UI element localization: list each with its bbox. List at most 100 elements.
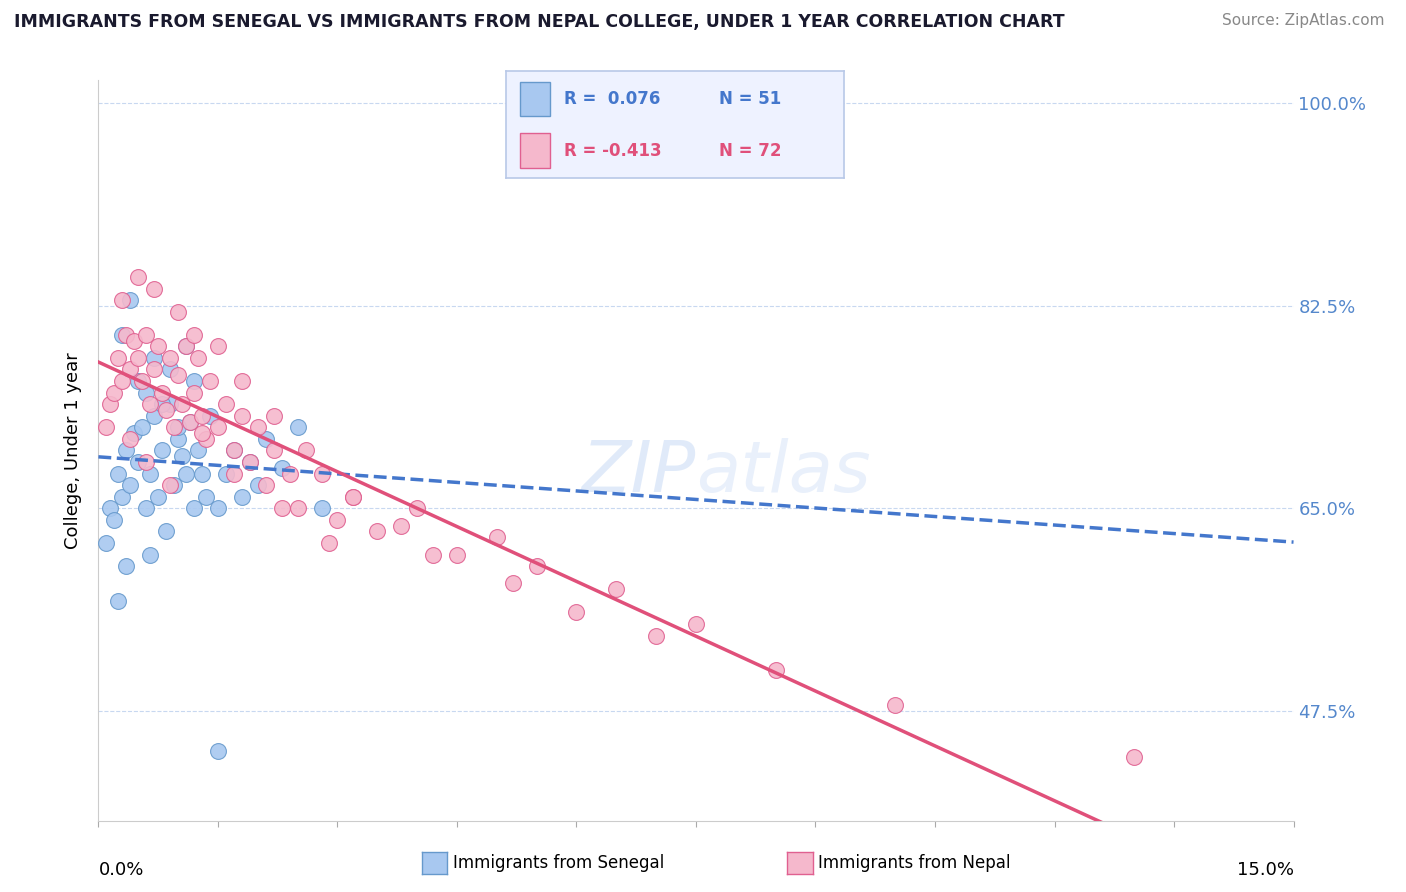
Point xyxy=(422,548,444,562)
Point xyxy=(183,385,205,400)
Point xyxy=(485,530,508,544)
Point xyxy=(254,432,277,446)
Point xyxy=(172,397,194,411)
Point xyxy=(163,420,186,434)
Text: N = 72: N = 72 xyxy=(718,142,782,160)
Point xyxy=(183,327,205,342)
Point xyxy=(98,397,122,411)
Point xyxy=(215,467,238,481)
Point xyxy=(389,518,412,533)
Point xyxy=(103,513,125,527)
Y-axis label: College, Under 1 year: College, Under 1 year xyxy=(63,352,82,549)
Point xyxy=(127,455,149,469)
Point xyxy=(222,443,245,458)
Point xyxy=(111,490,134,504)
Point xyxy=(270,460,292,475)
Point xyxy=(107,594,129,608)
Point xyxy=(124,426,146,441)
Point xyxy=(159,478,181,492)
Point xyxy=(179,415,201,429)
Point xyxy=(198,409,221,423)
Point xyxy=(183,501,205,516)
Point xyxy=(502,576,524,591)
Point xyxy=(198,374,221,388)
Point xyxy=(135,327,157,342)
Point xyxy=(163,478,186,492)
Point xyxy=(120,362,142,376)
Point xyxy=(150,397,173,411)
Point xyxy=(231,490,253,504)
Point xyxy=(342,490,364,504)
Point xyxy=(406,501,429,516)
Point xyxy=(174,339,197,353)
Point xyxy=(111,374,134,388)
Point xyxy=(1123,750,1146,764)
Point xyxy=(143,362,166,376)
Point xyxy=(645,628,668,642)
Point xyxy=(120,432,142,446)
Point xyxy=(526,559,548,574)
FancyBboxPatch shape xyxy=(520,82,550,116)
Point xyxy=(685,617,707,632)
Point xyxy=(127,351,149,365)
Point xyxy=(231,374,253,388)
Point xyxy=(143,409,166,423)
Point xyxy=(139,548,162,562)
Point xyxy=(254,478,277,492)
Point xyxy=(326,513,349,527)
Point xyxy=(207,744,229,758)
Point xyxy=(207,339,229,353)
Point xyxy=(187,351,209,365)
Point xyxy=(159,397,181,411)
Point xyxy=(191,467,214,481)
Point xyxy=(207,420,229,434)
Point xyxy=(107,467,129,481)
Text: Immigrants from Senegal: Immigrants from Senegal xyxy=(453,855,664,872)
Point xyxy=(765,663,787,677)
Point xyxy=(605,582,627,597)
Point xyxy=(239,455,262,469)
Point xyxy=(246,478,269,492)
Point xyxy=(96,536,118,550)
Point xyxy=(135,455,157,469)
Point xyxy=(148,490,170,504)
Point xyxy=(191,426,214,441)
Point xyxy=(294,443,316,458)
Point xyxy=(135,501,157,516)
Point xyxy=(155,403,177,417)
Point xyxy=(222,467,245,481)
Point xyxy=(159,351,181,365)
Text: atlas: atlas xyxy=(696,438,870,508)
Text: Immigrants from Nepal: Immigrants from Nepal xyxy=(818,855,1011,872)
Point xyxy=(96,420,118,434)
Point xyxy=(150,385,173,400)
Point xyxy=(174,467,197,481)
Point xyxy=(172,449,194,463)
Point xyxy=(311,467,333,481)
Point xyxy=(179,415,201,429)
Text: 0.0%: 0.0% xyxy=(98,861,143,880)
Text: Source: ZipAtlas.com: Source: ZipAtlas.com xyxy=(1222,13,1385,29)
Text: R =  0.076: R = 0.076 xyxy=(564,90,659,108)
Point xyxy=(159,362,181,376)
Point xyxy=(148,339,170,353)
Point xyxy=(98,501,122,516)
Point xyxy=(167,368,190,383)
Point xyxy=(167,420,190,434)
Point xyxy=(263,409,285,423)
Point xyxy=(270,501,292,516)
Point xyxy=(103,385,125,400)
Point xyxy=(139,467,162,481)
Point xyxy=(246,420,269,434)
Point xyxy=(107,351,129,365)
Point xyxy=(342,490,364,504)
Point xyxy=(446,548,468,562)
Point xyxy=(183,374,205,388)
Text: ZIP: ZIP xyxy=(582,438,696,508)
Point xyxy=(115,559,138,574)
Point xyxy=(195,432,218,446)
Point xyxy=(135,385,157,400)
Point xyxy=(222,443,245,458)
Point xyxy=(143,281,166,295)
Point xyxy=(143,351,166,365)
